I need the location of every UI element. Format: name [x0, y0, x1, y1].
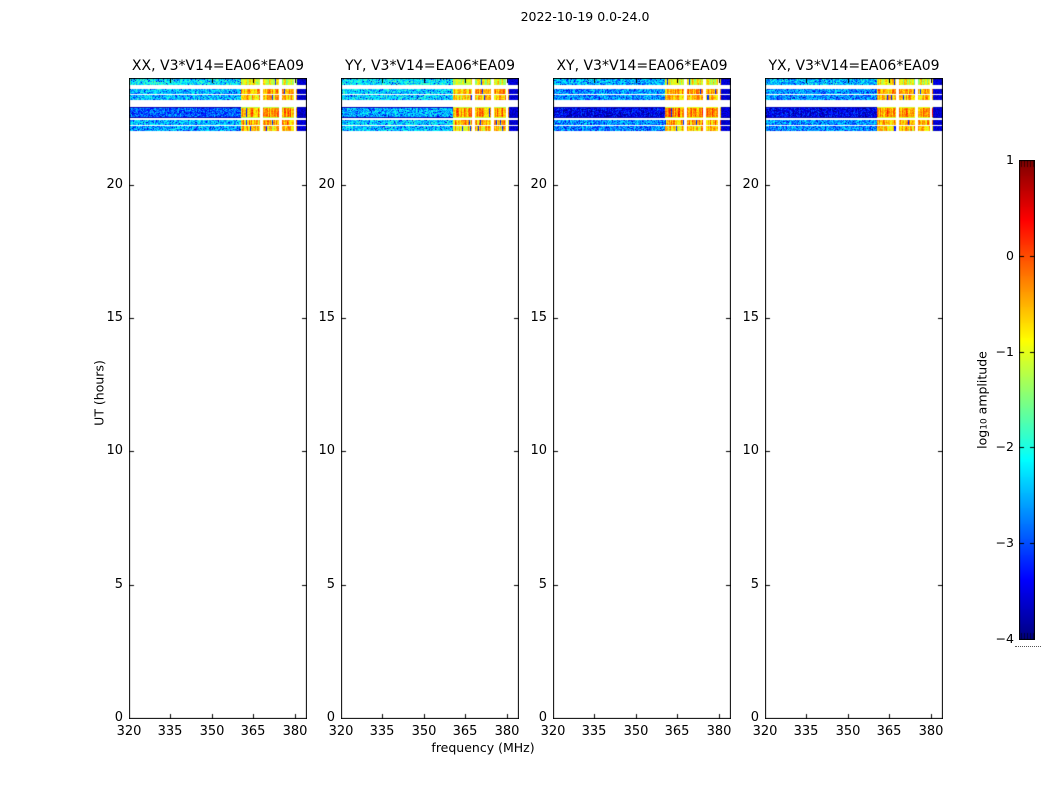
y-axis-label: UT (hours) [91, 360, 107, 426]
y-tick-label: 0 [538, 710, 547, 725]
y-tick-label: 20 [106, 177, 123, 192]
y-tick-label: 0 [326, 710, 335, 725]
x-tick-label: 320 [752, 724, 778, 739]
colorbar-label: log10 amplitude [975, 351, 990, 449]
x-tick-label: 350 [411, 724, 437, 739]
x-tick-label: 350 [835, 724, 861, 739]
colorbar-tick-label: −4 [995, 631, 1014, 646]
y-tick-label: 10 [530, 443, 547, 458]
x-tick-label: 365 [240, 724, 266, 739]
panel-title-xy: XY, V3*V14=EA06*EA09 [556, 58, 728, 74]
x-tick-label: 380 [494, 724, 520, 739]
y-tick-label: 20 [318, 177, 335, 192]
colorbar-tick-label: −3 [995, 535, 1014, 550]
y-tick-label: 15 [742, 310, 759, 325]
panel-title-xx: XX, V3*V14=EA06*EA09 [131, 58, 305, 74]
y-tick-label: 20 [530, 177, 547, 192]
y-tick-label: 10 [318, 443, 335, 458]
x-tick-label: 320 [540, 724, 566, 739]
x-tick-label: 365 [452, 724, 478, 739]
y-tick-label: 5 [114, 577, 123, 592]
spectrogram-panel-xx [129, 78, 307, 719]
spectrogram-panel-yx [765, 78, 943, 719]
figure-title: 2022-10-19 0.0-24.0 [520, 9, 650, 24]
y-tick-label: 5 [750, 577, 759, 592]
y-tick-label: 15 [318, 310, 335, 325]
colorbar-label-subscript: 10 [979, 418, 990, 430]
panel-title-yx: YX, V3*V14=EA06*EA09 [768, 58, 940, 74]
x-tick-label: 350 [199, 724, 225, 739]
y-tick-label: 5 [326, 577, 335, 592]
colorbar-bottom-dotted-line [1015, 646, 1041, 647]
panel-title-yy: YY, V3*V14=EA06*EA09 [344, 58, 516, 74]
x-tick-label: 380 [282, 724, 308, 739]
x-tick-label: 335 [157, 724, 183, 739]
colorbar-tick-label: 0 [1006, 248, 1014, 263]
y-tick-label: 0 [114, 710, 123, 725]
x-tick-label: 365 [876, 724, 902, 739]
y-tick-label: 10 [106, 443, 123, 458]
x-tick-label: 365 [664, 724, 690, 739]
y-tick-label: 5 [538, 577, 547, 592]
y-tick-label: 0 [750, 710, 759, 725]
colorbar-tick-label: −2 [995, 439, 1014, 454]
x-tick-label: 335 [369, 724, 395, 739]
spectrogram-panel-xy [553, 78, 731, 719]
y-tick-label: 20 [742, 177, 759, 192]
y-tick-label: 15 [530, 310, 547, 325]
colorbar [1019, 160, 1035, 640]
x-tick-label: 320 [328, 724, 354, 739]
colorbar-tick-label: 1 [1006, 152, 1014, 167]
y-tick-label: 10 [742, 443, 759, 458]
colorbar-tick-label: −1 [995, 344, 1014, 359]
spectrogram-panel-yy [341, 78, 519, 719]
colorbar-label-suffix: amplitude [974, 351, 990, 419]
x-tick-label: 380 [706, 724, 732, 739]
x-axis-label: frequency (MHz) [431, 740, 535, 755]
x-tick-label: 335 [581, 724, 607, 739]
y-tick-label: 15 [106, 310, 123, 325]
x-tick-label: 350 [623, 724, 649, 739]
x-tick-label: 380 [918, 724, 944, 739]
x-tick-label: 320 [116, 724, 142, 739]
x-tick-label: 335 [793, 724, 819, 739]
